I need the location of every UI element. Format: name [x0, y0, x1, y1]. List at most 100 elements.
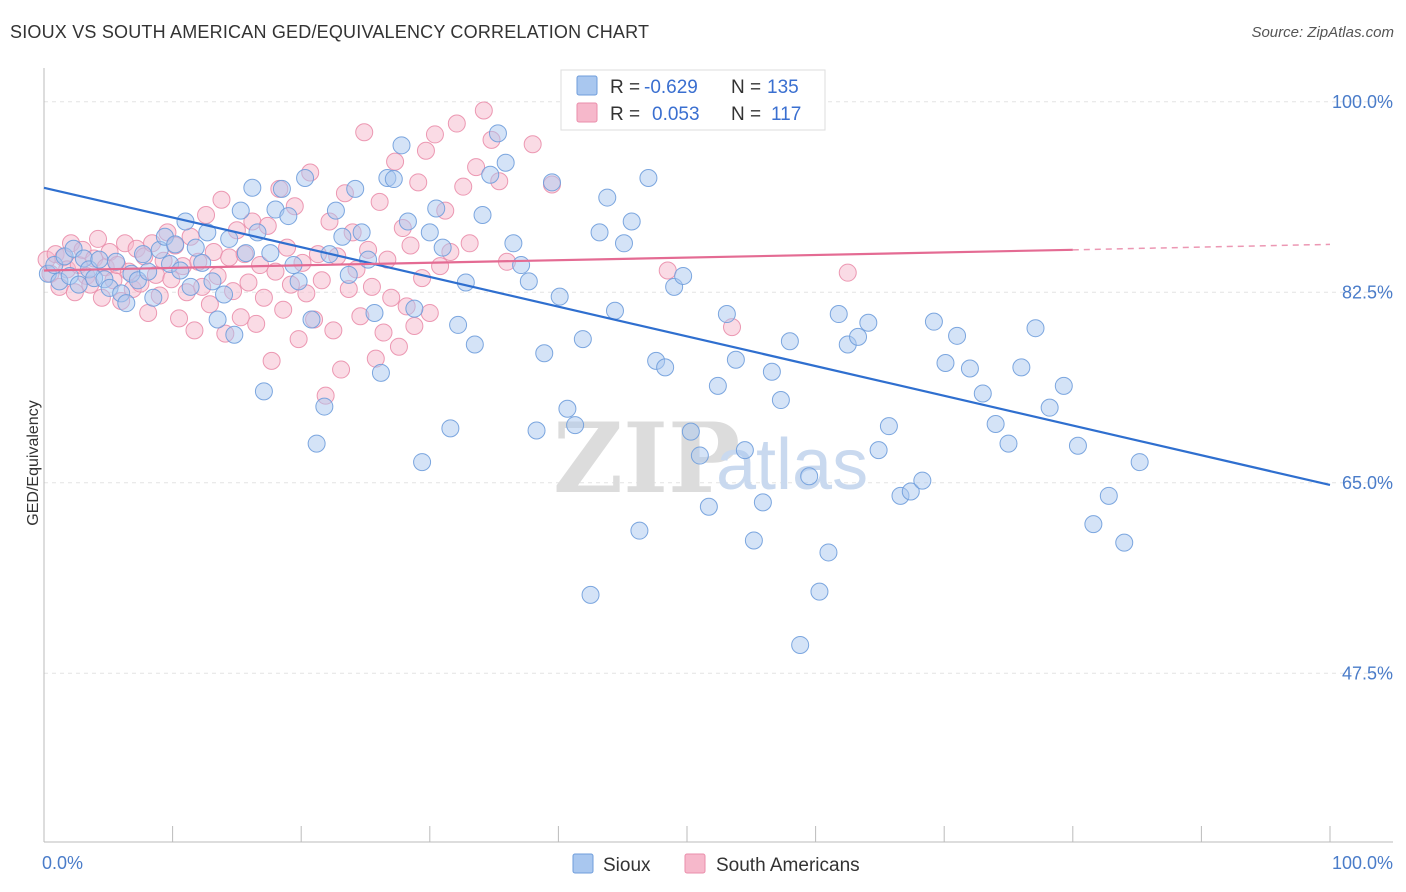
source-credit: Source: ZipAtlas.com	[1251, 24, 1394, 41]
sioux-point	[208, 310, 227, 329]
sioux-point	[139, 262, 158, 281]
sioux-point	[1130, 453, 1149, 472]
south-americans-point	[231, 308, 250, 327]
sioux-point	[144, 288, 163, 307]
sioux-point	[254, 382, 273, 401]
sioux-point	[527, 421, 546, 440]
sioux-point	[441, 419, 460, 438]
y-axis-label: GED/Equivalency	[25, 400, 42, 525]
sioux-point	[550, 287, 569, 306]
y-tick-labels: 100.0% 82.5% 65.0% 47.5%	[1332, 92, 1393, 683]
sioux-point	[999, 434, 1018, 453]
sioux-point	[681, 422, 700, 441]
sioux-point	[465, 335, 484, 354]
sioux-point	[1084, 515, 1103, 534]
south-americans-point	[386, 152, 405, 171]
sioux-point	[973, 384, 992, 403]
south-americans-point	[355, 123, 374, 142]
sioux-point	[771, 391, 790, 410]
south-americans-point	[332, 360, 351, 379]
sioux-point	[936, 354, 955, 373]
sioux-point	[1099, 486, 1118, 505]
sioux-point	[656, 358, 675, 377]
south-americans-point	[274, 300, 293, 319]
sioux-point	[107, 252, 126, 271]
sioux-point	[488, 124, 507, 143]
zipatlas-watermark: ZIP atlas	[553, 402, 868, 515]
south-americans-point	[185, 321, 204, 340]
south-americans-point	[401, 236, 420, 255]
sioux-point	[924, 312, 943, 331]
sioux-swatch	[576, 75, 598, 96]
sioux-point	[166, 235, 185, 254]
legend-south-americans-label: South Americans	[716, 855, 860, 876]
south-americans-point	[89, 229, 108, 248]
south-americans-trend-extension	[1072, 243, 1331, 251]
sioux-point	[1068, 436, 1087, 455]
sioux-point	[449, 315, 468, 334]
sioux-point	[590, 223, 609, 242]
sioux-point	[960, 359, 979, 378]
sioux-point	[849, 327, 868, 346]
south-americans-point	[416, 141, 435, 160]
sioux-point	[186, 238, 205, 257]
south-americans-trend-line	[43, 248, 1073, 272]
sioux-point	[384, 170, 403, 189]
sioux-point	[117, 294, 136, 313]
sioux-points	[38, 124, 1149, 654]
sioux-point	[1040, 398, 1059, 417]
sioux-point	[413, 453, 432, 472]
sioux-point	[573, 330, 592, 349]
sioux-point	[800, 467, 819, 486]
sioux-point	[1054, 376, 1073, 395]
sioux-r-label: R =	[610, 77, 640, 98]
sioux-point	[289, 272, 308, 291]
trend-lines	[43, 186, 1331, 487]
sioux-point	[307, 434, 326, 453]
sioux-point	[535, 344, 554, 363]
sioux-point	[427, 199, 446, 218]
sioux-point	[558, 399, 577, 418]
sioux-n-label: N =	[731, 77, 761, 98]
sioux-n-value: 135	[767, 77, 799, 98]
south-americans-point	[324, 321, 343, 340]
south-americans-point	[362, 277, 381, 296]
sioux-point	[869, 441, 888, 460]
south-americans-point	[460, 234, 479, 253]
south-americans-point	[454, 177, 473, 196]
sioux-point	[819, 543, 838, 562]
y-tick-label: 65.0%	[1342, 473, 1393, 493]
sioux-point	[859, 313, 878, 332]
sioux-point	[913, 471, 932, 490]
sioux-point	[315, 397, 334, 416]
sioux-point	[279, 207, 298, 226]
sa-r-label: R =	[610, 104, 640, 125]
sioux-point	[261, 244, 280, 263]
sioux-point	[198, 223, 217, 242]
sioux-point	[236, 244, 255, 263]
south-americans-point	[658, 261, 677, 280]
x-tick-label-min: 0.0%	[42, 853, 83, 873]
sioux-point	[735, 441, 754, 460]
sioux-point	[630, 521, 649, 540]
y-tick-label: 82.5%	[1342, 282, 1393, 302]
sioux-point	[699, 497, 718, 516]
south-americans-point	[523, 135, 542, 154]
sioux-point	[433, 238, 452, 257]
sioux-point	[512, 256, 531, 275]
sioux-point	[901, 482, 920, 501]
sioux-point	[791, 635, 810, 654]
sioux-point	[581, 585, 600, 604]
sioux-point	[352, 223, 371, 242]
sioux-point	[231, 201, 250, 220]
sioux-point	[753, 493, 772, 512]
sioux-point	[986, 414, 1005, 433]
south-americans-point	[425, 125, 444, 144]
sioux-point	[134, 245, 153, 264]
y-tick-label: 100.0%	[1332, 92, 1393, 112]
legend-sioux-swatch	[572, 853, 594, 874]
x-tick-label-max: 100.0%	[1332, 853, 1393, 873]
south-americans-point	[374, 323, 393, 342]
sioux-point	[519, 272, 538, 291]
